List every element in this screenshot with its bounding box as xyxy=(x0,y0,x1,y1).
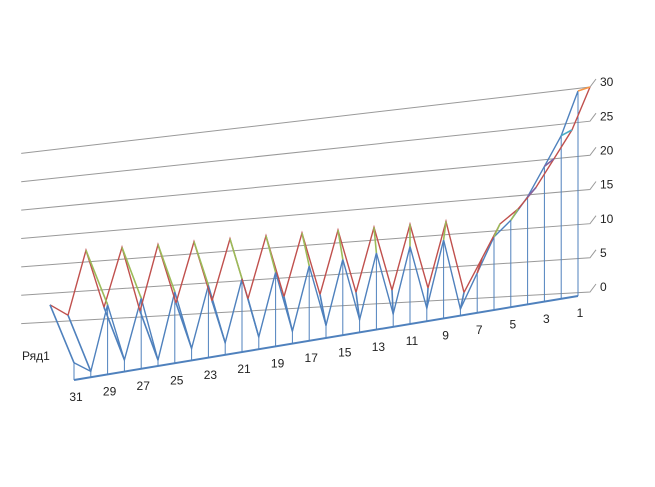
grid-line xyxy=(21,147,597,211)
surface-cell xyxy=(175,302,193,349)
x-tick-label: 29 xyxy=(103,385,117,399)
surface-cell xyxy=(103,307,126,361)
x-tick-label: 13 xyxy=(372,340,386,354)
x-tick-label: 11 xyxy=(406,334,419,348)
surface-cell xyxy=(373,227,378,253)
surface-cell xyxy=(49,304,75,364)
surface-cell xyxy=(442,221,447,241)
surface-cell xyxy=(355,292,361,320)
z-tick-label: 10 xyxy=(600,212,614,226)
surface-cell xyxy=(139,310,159,361)
surface-cell xyxy=(560,129,573,137)
z-tick-label: 20 xyxy=(600,144,614,158)
grid-line xyxy=(21,283,597,325)
grid-line xyxy=(21,112,597,183)
x-tick-label: 27 xyxy=(137,379,151,393)
surface-cell xyxy=(211,300,226,343)
surface-cell xyxy=(476,258,483,274)
surface-cell xyxy=(301,232,310,267)
z-tick-label: 30 xyxy=(600,75,614,89)
grid-line xyxy=(21,249,597,296)
surface-cell xyxy=(193,241,210,286)
x-tick-label: 7 xyxy=(476,323,483,337)
surface-cell xyxy=(459,292,465,310)
x-tick-label: 15 xyxy=(338,345,352,359)
x-tick-label: 9 xyxy=(442,329,449,343)
z-tick-label: 15 xyxy=(600,178,614,192)
surface-cell xyxy=(157,244,176,293)
series-label: Ряд1 xyxy=(22,349,50,363)
z-tick-label: 0 xyxy=(600,280,607,294)
surface-cell xyxy=(121,247,142,299)
surface-cell xyxy=(229,238,243,280)
x-tick-label: 25 xyxy=(170,373,184,387)
surface-cell xyxy=(391,290,394,314)
x-tick-label: 3 xyxy=(543,312,550,326)
surface-cell xyxy=(493,223,501,238)
surface-cell xyxy=(247,298,260,338)
surface-cell xyxy=(283,296,294,332)
surface-cell xyxy=(510,208,519,221)
grid-line xyxy=(21,181,597,239)
x-tick-label: 23 xyxy=(204,368,218,382)
surface-cell xyxy=(426,287,429,309)
surface-profile xyxy=(49,86,591,317)
surface-cell xyxy=(337,230,344,260)
x-tick-label: 19 xyxy=(271,357,285,371)
x-tick-label: 5 xyxy=(509,317,516,331)
surface-cell xyxy=(265,235,277,273)
surface-cell xyxy=(319,294,327,326)
surface-cell xyxy=(577,86,591,92)
surface-cell xyxy=(67,314,92,372)
x-axis xyxy=(73,295,579,381)
surface-cell xyxy=(543,158,555,168)
surface-cell xyxy=(85,250,109,306)
grid-line xyxy=(21,78,597,154)
x-tick-label: 31 xyxy=(69,390,83,404)
x-tick-label: 17 xyxy=(305,351,319,365)
z-tick-label: 5 xyxy=(600,246,607,260)
surface-cell xyxy=(527,186,537,198)
x-tick-label: 21 xyxy=(237,362,251,376)
x-tick-label: 1 xyxy=(577,306,584,320)
z-tick-label: 25 xyxy=(600,109,614,123)
grid-line xyxy=(21,215,597,268)
